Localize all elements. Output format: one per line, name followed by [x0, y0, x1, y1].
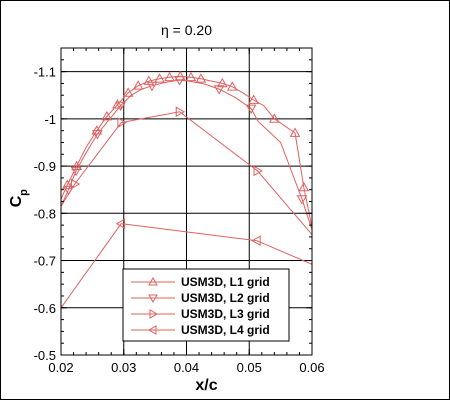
series-marker-triangle-down [92, 130, 103, 140]
series-marker-triangle-up [195, 73, 207, 83]
series-marker-triangle-up [185, 71, 197, 82]
series-marker-triangle-right [70, 178, 81, 190]
y-axis-title-subscript: p [18, 189, 30, 196]
legend-label: USM3D, L4 grid [181, 323, 270, 337]
legend-entry: USM3D, L1 grid [131, 275, 270, 289]
series-marker-triangle-up [248, 94, 260, 104]
series-marker-triangle-down [70, 166, 82, 177]
series-marker-triangle-up [132, 80, 144, 90]
y-axis-title-main: C [8, 195, 25, 207]
legend-label: USM3D, L3 grid [181, 307, 270, 321]
x-tick-label: 0.02 [48, 360, 73, 375]
series-marker-triangle-up [216, 77, 228, 88]
legend-entry: USM3D, L3 grid [131, 307, 270, 321]
series-marker-triangle-up [226, 81, 238, 91]
series-3 [61, 106, 312, 235]
x-tick-label: 0.03 [111, 360, 136, 375]
series-marker-triangle-right [253, 165, 263, 177]
tick-layer: 0.02 0.03 0.04 0.05 0.06 -0.5 -0.6 -0.7 -0.8 -0.9… [34, 47, 325, 375]
series-marker-triangle-up [101, 110, 113, 121]
series-marker-triangle-up [268, 113, 280, 123]
series-marker-triangle-up [122, 87, 134, 97]
legend: USM3D, L1 grid USM3D, L2 grid USM3D, L3 gr… [122, 268, 290, 342]
series-marker-triangle-left [115, 218, 126, 230]
series-marker-triangle-down [245, 104, 257, 114]
y-tick-label: -0.5 [34, 348, 56, 363]
y-tick-label: -0.7 [34, 254, 56, 269]
series-marker-triangle-right [175, 106, 186, 118]
y-tick-label: -0.9 [34, 159, 56, 174]
chart-title: η = 0.20 [161, 22, 212, 38]
series-marker-triangle-down [148, 294, 158, 304]
series-4 [61, 218, 312, 309]
series-marker-triangle-left [251, 235, 261, 247]
series-marker-triangle-down [174, 76, 185, 86]
series-marker-triangle-up [61, 179, 73, 189]
series-marker-triangle-right [117, 117, 127, 128]
series-marker-triangle-up [298, 181, 310, 192]
series-marker-triangle-right [149, 309, 159, 319]
y-tick-label: -1.1 [34, 65, 56, 80]
series-marker-triangle-up [112, 99, 123, 109]
legend-entry: USM3D, L4 grid [131, 323, 270, 337]
x-tick-label: 0.04 [174, 360, 199, 375]
x-tick-label: 0.05 [237, 360, 262, 375]
series-2 [61, 76, 312, 230]
y-tick-label: -0.6 [34, 301, 56, 316]
series-marker-triangle-up [289, 127, 301, 137]
series-marker-triangle-down [213, 85, 225, 95]
series-marker-triangle-up [148, 276, 158, 286]
series-marker-triangle-up [154, 73, 165, 83]
legend-label: USM3D, L1 grid [181, 275, 270, 289]
x-axis-title: x/c [195, 377, 217, 394]
legend-entry: USM3D, L2 grid [131, 291, 270, 305]
series-marker-triangle-down [296, 195, 308, 205]
legend-label: USM3D, L2 grid [181, 291, 270, 305]
y-tick-label: -1 [44, 112, 56, 127]
x-tick-label: 0.06 [299, 360, 324, 375]
series-line [61, 79, 312, 230]
series-layer [61, 70, 312, 309]
y-axis-title: C p [8, 189, 30, 207]
y-tick-label: -0.8 [34, 206, 56, 221]
series-marker-triangle-left [147, 325, 157, 335]
series-marker-triangle-down [146, 81, 158, 92]
series-line [61, 223, 312, 309]
series-marker-triangle-down [115, 101, 126, 112]
series-marker-triangle-up [164, 71, 175, 82]
grid-layer [61, 48, 312, 355]
